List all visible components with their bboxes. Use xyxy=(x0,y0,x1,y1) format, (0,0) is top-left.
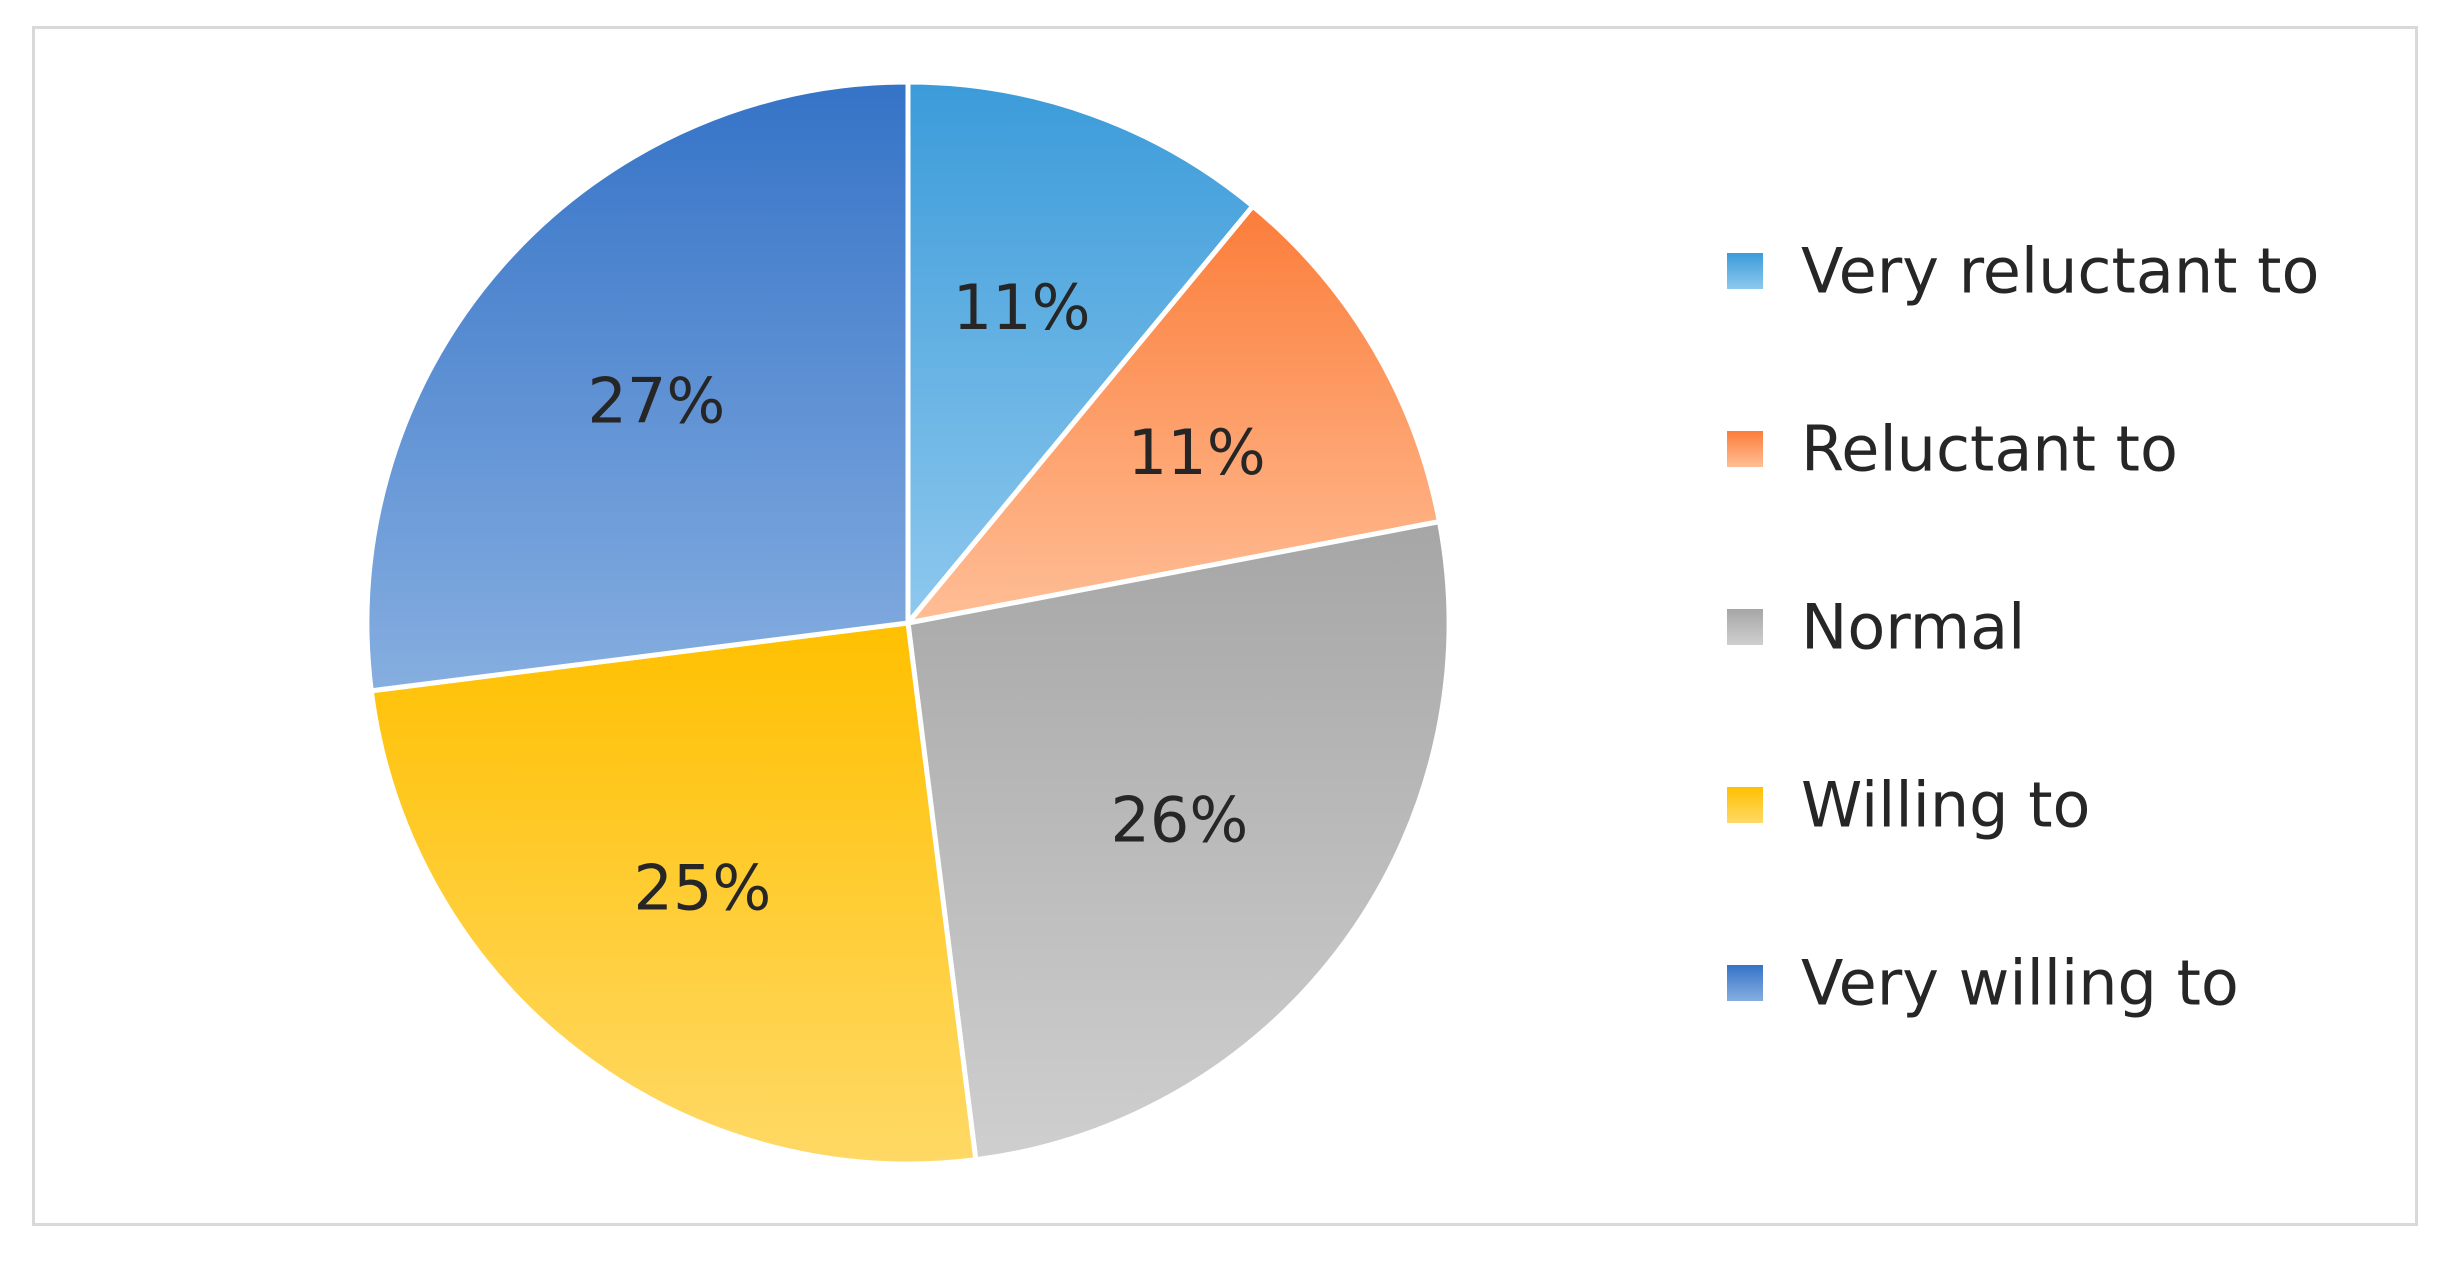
pie-slice-reluctant-to xyxy=(905,203,1442,626)
data-label-reluctant-to: 11% xyxy=(1128,416,1266,489)
legend-swatch xyxy=(1727,431,1763,467)
legend-swatch xyxy=(1727,253,1763,289)
legend-label: Willing to xyxy=(1801,769,2090,842)
data-label-normal: 26% xyxy=(1110,784,1248,857)
legend-entry-very-reluctant-to: Very reluctant to xyxy=(1727,235,2319,308)
pie-slice-willing-to xyxy=(368,620,979,1167)
pie-slice-normal xyxy=(905,519,1452,1163)
pie-chart: 11% 11% 26% 25% 27% Very reluctant to Relucta… xyxy=(364,79,2319,1167)
legend: Very reluctant to Reluctant to Normal Willi… xyxy=(1727,235,2319,1020)
pie-slice-very-reluctant-to xyxy=(905,79,1256,626)
legend-swatch xyxy=(1727,787,1763,823)
pie-data-labels: 11% 11% 26% 25% 27% xyxy=(587,271,1265,925)
legend-label: Normal xyxy=(1801,591,2025,664)
legend-entry-willing-to: Willing to xyxy=(1727,769,2090,842)
pie-slice-very-willing-to xyxy=(364,79,911,694)
data-label-willing-to: 25% xyxy=(634,852,772,925)
legend-entry-very-willing-to: Very willing to xyxy=(1727,947,2239,1020)
legend-entry-normal: Normal xyxy=(1727,591,2025,664)
legend-label: Very willing to xyxy=(1801,947,2239,1020)
legend-entry-reluctant-to: Reluctant to xyxy=(1727,413,2178,486)
legend-swatch xyxy=(1727,609,1763,645)
chart-frame: 11% 11% 26% 25% 27% Very reluctant to Relucta… xyxy=(32,26,2418,1226)
legend-label: Very reluctant to xyxy=(1801,235,2319,308)
data-label-very-willing-to: 27% xyxy=(587,365,725,438)
legend-swatch xyxy=(1727,965,1763,1001)
data-label-very-reluctant-to: 11% xyxy=(953,271,1091,344)
legend-label: Reluctant to xyxy=(1801,413,2178,486)
pie-slices xyxy=(364,79,1452,1167)
